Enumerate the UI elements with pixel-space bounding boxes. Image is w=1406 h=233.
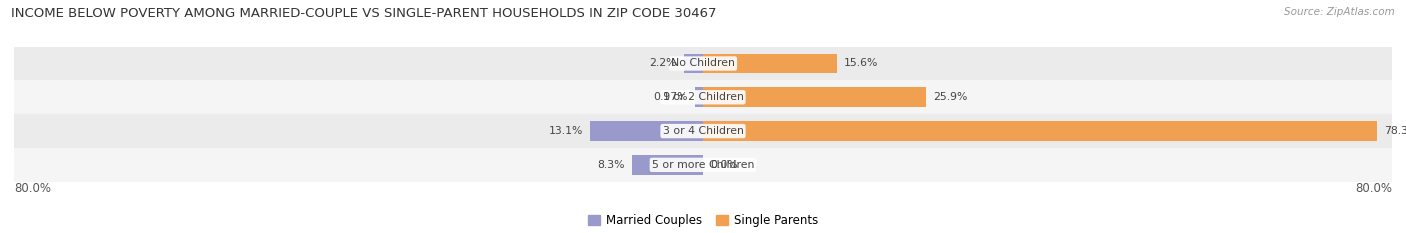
Text: 0.97%: 0.97% — [654, 92, 688, 102]
Text: Source: ZipAtlas.com: Source: ZipAtlas.com — [1284, 7, 1395, 17]
Text: 8.3%: 8.3% — [598, 160, 624, 170]
Legend: Married Couples, Single Parents: Married Couples, Single Parents — [588, 214, 818, 227]
Text: INCOME BELOW POVERTY AMONG MARRIED-COUPLE VS SINGLE-PARENT HOUSEHOLDS IN ZIP COD: INCOME BELOW POVERTY AMONG MARRIED-COUPL… — [11, 7, 717, 20]
Text: 3 or 4 Children: 3 or 4 Children — [662, 126, 744, 136]
Text: 15.6%: 15.6% — [844, 58, 879, 69]
Bar — [14, 114, 1392, 148]
Bar — [703, 54, 838, 73]
Bar — [591, 121, 703, 141]
Text: 80.0%: 80.0% — [1355, 182, 1392, 195]
Bar — [685, 54, 703, 73]
Bar — [14, 148, 1392, 182]
Text: 5 or more Children: 5 or more Children — [652, 160, 754, 170]
Text: 2.2%: 2.2% — [650, 58, 678, 69]
Text: No Children: No Children — [671, 58, 735, 69]
Bar — [695, 87, 703, 107]
Bar — [14, 47, 1392, 80]
Text: 78.3%: 78.3% — [1384, 126, 1406, 136]
Text: 0.0%: 0.0% — [710, 160, 738, 170]
Bar — [14, 80, 1392, 114]
Text: 25.9%: 25.9% — [934, 92, 967, 102]
Bar — [631, 155, 703, 175]
Bar — [703, 87, 927, 107]
Bar — [703, 121, 1378, 141]
Text: 13.1%: 13.1% — [548, 126, 583, 136]
Text: 80.0%: 80.0% — [14, 182, 51, 195]
Text: 1 or 2 Children: 1 or 2 Children — [662, 92, 744, 102]
